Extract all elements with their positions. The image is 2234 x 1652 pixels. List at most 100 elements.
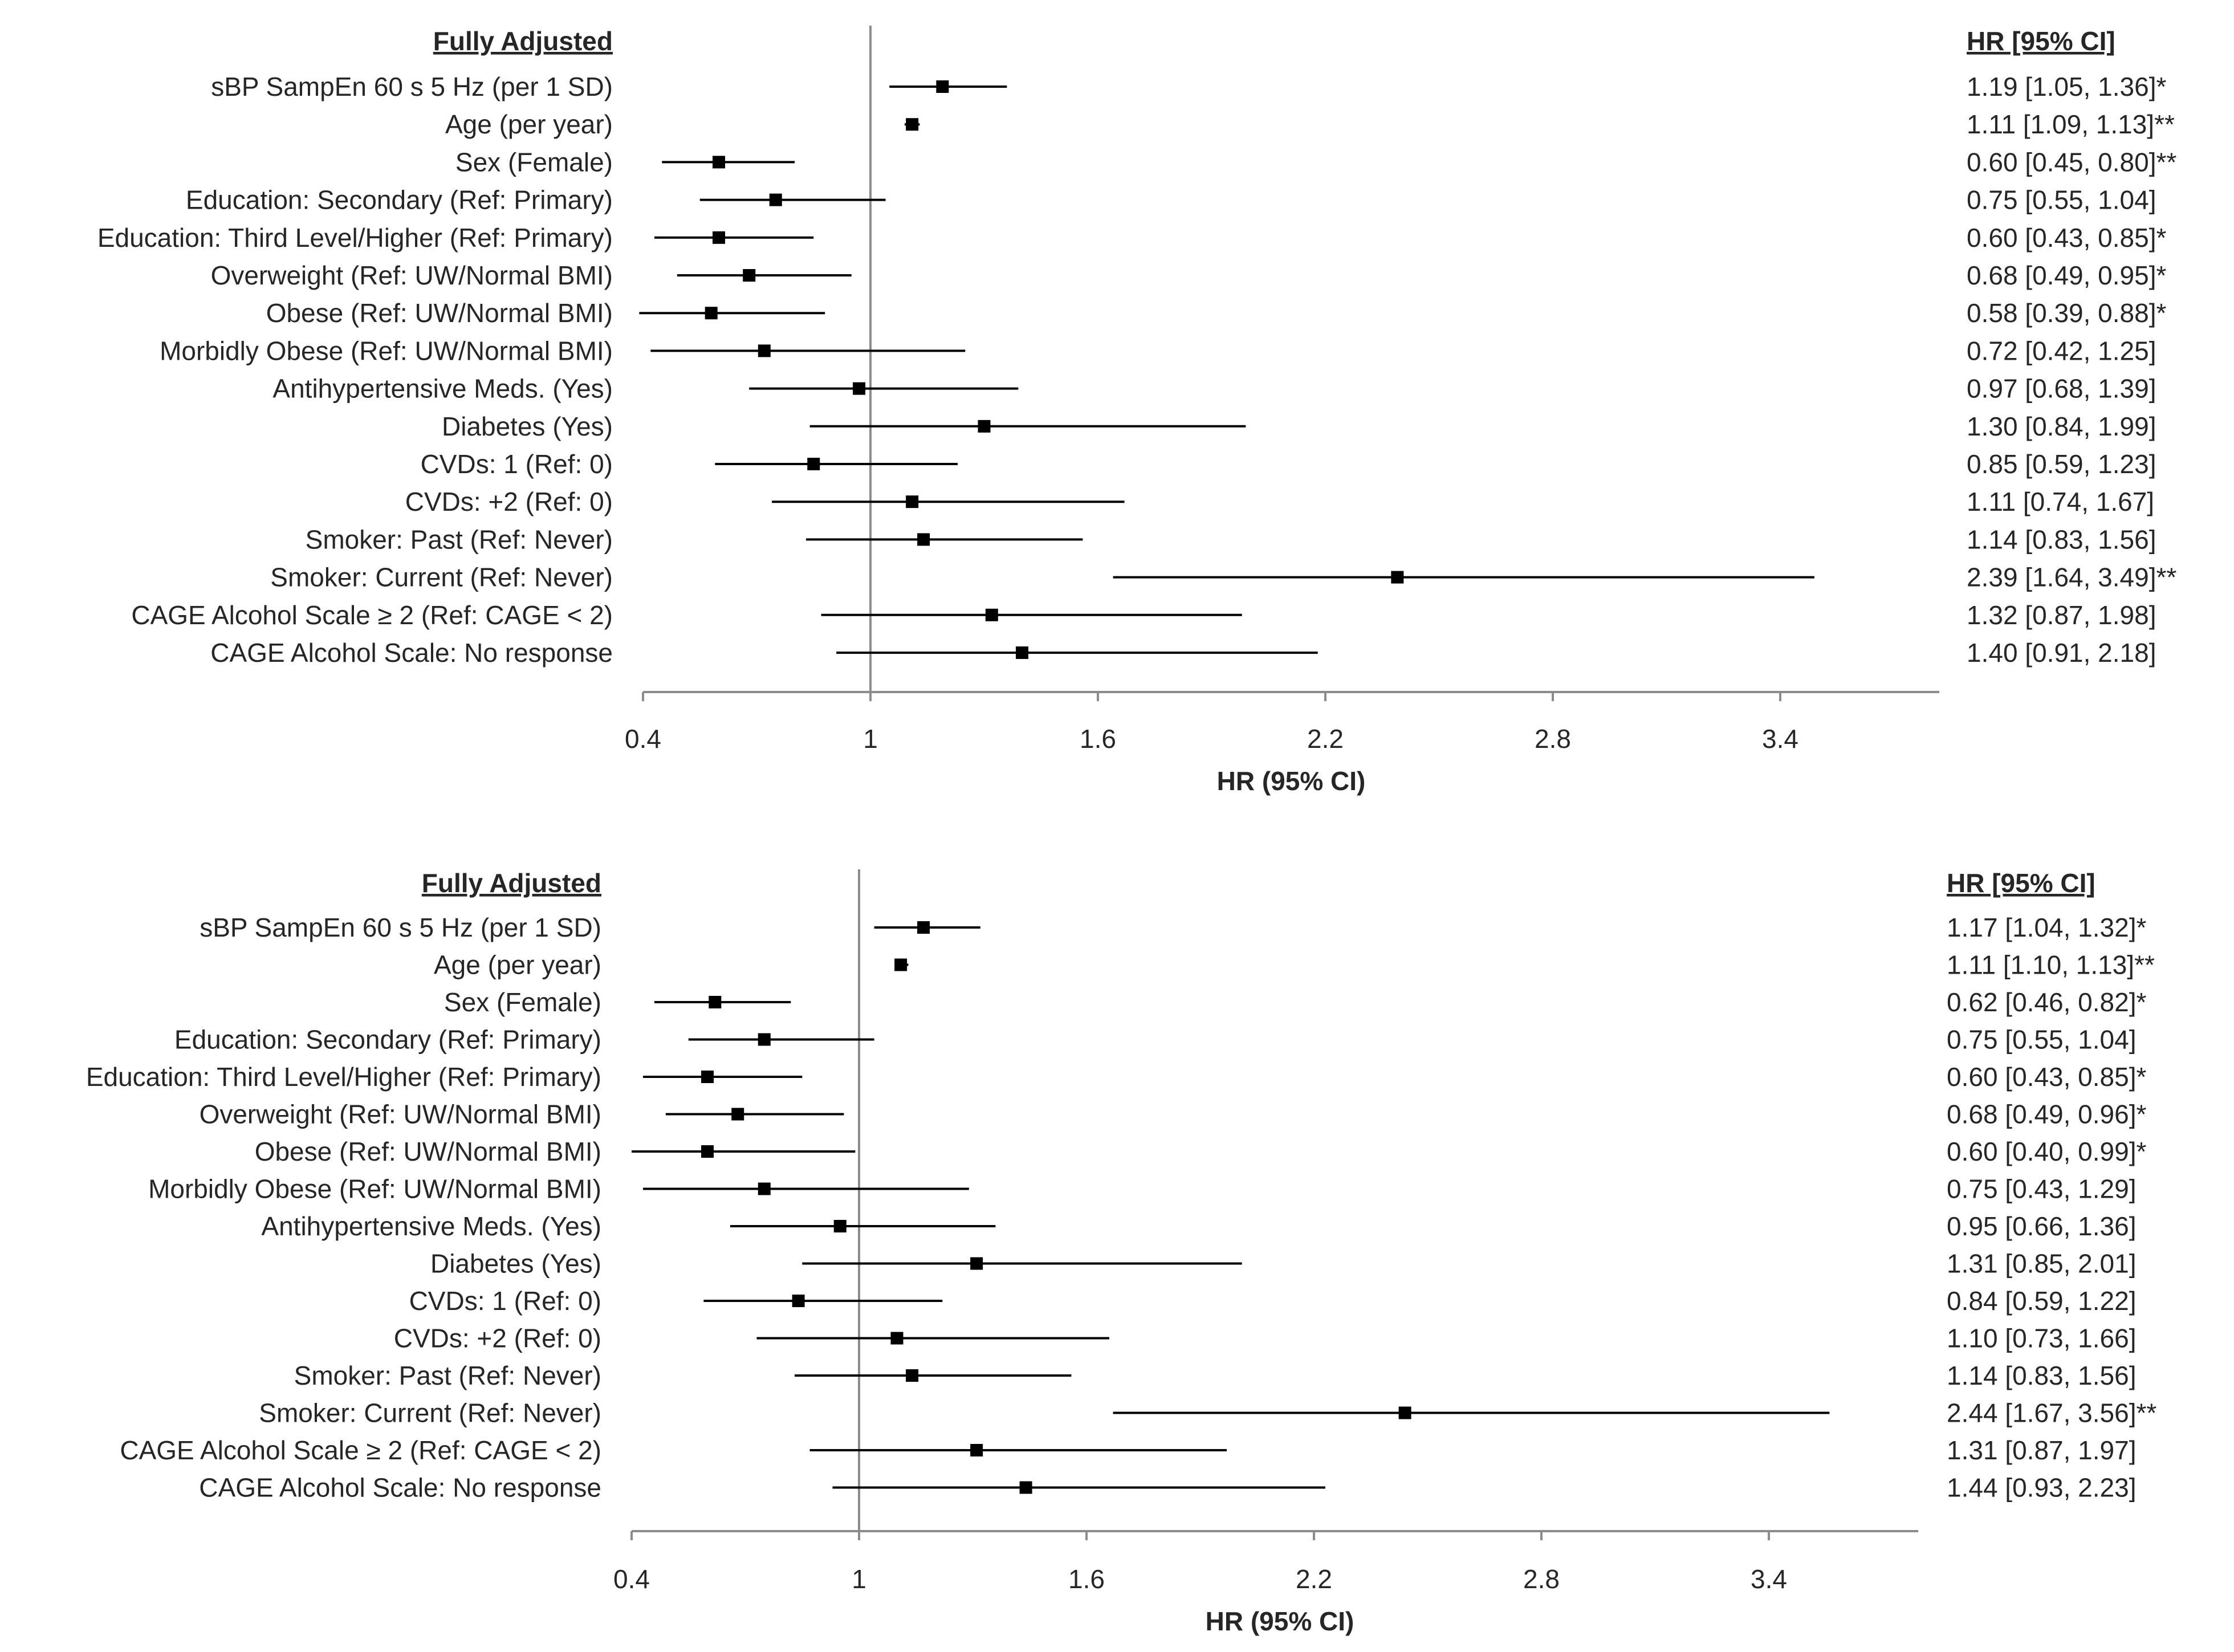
hr-point-marker bbox=[1398, 1406, 1411, 1419]
hr-point-marker bbox=[1391, 571, 1404, 584]
hr-point-marker bbox=[906, 118, 919, 131]
row-label: sBP SampEn 60 s 5 Hz (per 1 SD) bbox=[211, 72, 613, 101]
x-axis-title: HR (95% CI) bbox=[1217, 766, 1366, 796]
forest-panel-1: Fully Adjusted HR [95% CI] 0.4 1 1.6 2.2 2.8 3.… bbox=[97, 26, 2176, 796]
hr-ci-value: 1.10 [0.73, 1.66] bbox=[1947, 1324, 2137, 1353]
forest-row: Smoker: Past (Ref: Never) 1.14 [0.83, 1.5… bbox=[306, 524, 2156, 554]
hr-point-marker bbox=[713, 156, 725, 169]
row-label: CAGE Alcohol Scale ≥ 2 (Ref: CAGE < 2) bbox=[131, 600, 613, 630]
row-label: Sex (Female) bbox=[455, 147, 613, 177]
forest-row: Overweight (Ref: UW/Normal BMI) 0.68 [0.4… bbox=[211, 261, 2167, 290]
forest-row: CAGE Alcohol Scale ≥ 2 (Ref: CAGE < 2) 1.… bbox=[131, 600, 2156, 630]
hr-point-marker bbox=[758, 1182, 771, 1195]
hr-point-marker bbox=[906, 495, 919, 508]
hr-point-marker bbox=[769, 193, 782, 206]
forest-row: Smoker: Current (Ref: Never) 2.44 [1.67, … bbox=[259, 1398, 2156, 1428]
row-label: Education: Secondary (Ref: Primary) bbox=[186, 185, 613, 215]
forest-row: Morbidly Obese (Ref: UW/Normal BMI) 0.72 … bbox=[160, 336, 2156, 365]
forest-row: Sex (Female) 0.60 [0.45, 0.80]** bbox=[455, 147, 2176, 177]
hr-point-marker bbox=[917, 921, 930, 934]
forest-row: Obese (Ref: UW/Normal BMI) 0.58 [0.39, 0.… bbox=[266, 298, 2167, 328]
forest-row: Education: Secondary (Ref: Primary) 0.75 … bbox=[174, 1025, 2137, 1055]
forest-row: Education: Third Level/Higher (Ref: Prim… bbox=[86, 1062, 2147, 1092]
hr-ci-value: 2.39 [1.64, 3.49]** bbox=[1967, 563, 2176, 592]
hr-point-marker bbox=[894, 958, 908, 971]
forest-row: CVDs: 1 (Ref: 0) 0.85 [0.59, 1.23] bbox=[421, 449, 2156, 479]
forest-row: CAGE Alcohol Scale ≥ 2 (Ref: CAGE < 2) 1.… bbox=[120, 1435, 2136, 1465]
hr-point-marker bbox=[1016, 646, 1028, 659]
hr-point-marker bbox=[758, 1033, 771, 1046]
x-tick-label: 2.2 bbox=[1307, 724, 1344, 754]
row-label: Sex (Female) bbox=[444, 987, 601, 1017]
hr-ci-value: 0.60 [0.43, 0.85]* bbox=[1947, 1062, 2146, 1092]
forest-row: Obese (Ref: UW/Normal BMI) 0.60 [0.40, 0.… bbox=[255, 1137, 2147, 1166]
forest-row: Diabetes (Yes) 1.31 [0.85, 2.01] bbox=[430, 1249, 2137, 1279]
row-label: Diabetes (Yes) bbox=[430, 1249, 601, 1279]
row-label: Smoker: Current (Ref: Never) bbox=[270, 563, 613, 592]
forest-row: sBP SampEn 60 s 5 Hz (per 1 SD) 1.19 [1.0… bbox=[211, 72, 2166, 101]
value-header: HR [95% CI] bbox=[1967, 26, 2115, 56]
row-label: Overweight (Ref: UW/Normal BMI) bbox=[211, 261, 613, 290]
hr-point-marker bbox=[978, 420, 991, 433]
hr-ci-value: 0.75 [0.43, 1.29] bbox=[1947, 1174, 2137, 1204]
forest-row: Antihypertensive Meds. (Yes) 0.97 [0.68, … bbox=[272, 374, 2156, 404]
hr-point-marker bbox=[936, 80, 949, 93]
hr-ci-value: 0.97 [0.68, 1.39] bbox=[1967, 374, 2156, 404]
forest-row: Age (per year) 1.11 [1.10, 1.13]** bbox=[434, 950, 2155, 980]
hr-point-marker bbox=[713, 231, 725, 244]
x-tick-label: 1.6 bbox=[1080, 724, 1116, 754]
hr-ci-value: 1.40 [0.91, 2.18] bbox=[1967, 638, 2156, 668]
forest-row: Smoker: Current (Ref: Never) 2.39 [1.64, … bbox=[270, 563, 2176, 592]
forest-row: Sex (Female) 0.62 [0.46, 0.82]* bbox=[444, 987, 2147, 1017]
x-tick-label: 0.4 bbox=[625, 724, 661, 754]
hr-point-marker bbox=[985, 608, 998, 621]
row-label: CAGE Alcohol Scale: No response bbox=[199, 1473, 601, 1503]
row-label: Antihypertensive Meds. (Yes) bbox=[272, 374, 613, 404]
row-label: Diabetes (Yes) bbox=[442, 412, 613, 441]
row-label: CAGE Alcohol Scale ≥ 2 (Ref: CAGE < 2) bbox=[120, 1435, 601, 1465]
x-tick-label: 1.6 bbox=[1068, 1564, 1105, 1594]
forest-row: Education: Third Level/Higher (Ref: Prim… bbox=[97, 223, 2167, 253]
hr-ci-value: 1.11 [1.10, 1.13]** bbox=[1947, 950, 2155, 980]
row-label: sBP SampEn 60 s 5 Hz (per 1 SD) bbox=[200, 913, 601, 942]
row-label: Morbidly Obese (Ref: UW/Normal BMI) bbox=[148, 1174, 601, 1204]
row-label: CVDs: +2 (Ref: 0) bbox=[405, 487, 613, 516]
hr-ci-value: 1.32 [0.87, 1.98] bbox=[1967, 600, 2156, 630]
row-label: Antihypertensive Meds. (Yes) bbox=[261, 1211, 601, 1241]
forest-row: Antihypertensive Meds. (Yes) 0.95 [0.66, … bbox=[261, 1211, 2136, 1241]
hr-ci-value: 0.60 [0.40, 0.99]* bbox=[1947, 1137, 2146, 1166]
hr-ci-value: 1.14 [0.83, 1.56] bbox=[1967, 524, 2156, 554]
value-header: HR [95% CI] bbox=[1947, 868, 2095, 898]
hr-point-marker bbox=[701, 1071, 714, 1083]
x-tick-label: 1 bbox=[863, 724, 878, 754]
hr-point-marker bbox=[792, 1295, 805, 1307]
hr-ci-value: 0.68 [0.49, 0.95]* bbox=[1967, 261, 2166, 290]
row-label: Education: Third Level/Higher (Ref: Prim… bbox=[97, 223, 613, 253]
forest-panel-2: Fully Adjusted HR [95% CI] 0.4 1 1.6 2.2 2.8 3.… bbox=[86, 868, 2157, 1636]
hr-ci-value: 1.44 [0.93, 2.23] bbox=[1947, 1473, 2137, 1503]
forest-row: Age (per year) 1.11 [1.09, 1.13]** bbox=[445, 109, 2175, 139]
hr-point-marker bbox=[743, 269, 756, 282]
hr-ci-value: 0.58 [0.39, 0.88]* bbox=[1967, 298, 2166, 328]
hr-ci-value: 0.72 [0.42, 1.25] bbox=[1967, 336, 2156, 365]
hr-ci-value: 1.17 [1.04, 1.32]* bbox=[1947, 913, 2146, 942]
x-tick-label: 2.8 bbox=[1535, 724, 1571, 754]
row-label: CVDs: +2 (Ref: 0) bbox=[394, 1324, 601, 1353]
row-label: Morbidly Obese (Ref: UW/Normal BMI) bbox=[160, 336, 613, 365]
hr-point-marker bbox=[807, 458, 820, 470]
x-tick-label: 3.4 bbox=[1762, 724, 1798, 754]
hr-ci-value: 1.19 [1.05, 1.36]* bbox=[1967, 72, 2166, 101]
hr-ci-value: 0.95 [0.66, 1.36] bbox=[1947, 1211, 2137, 1241]
forest-row: sBP SampEn 60 s 5 Hz (per 1 SD) 1.17 [1.0… bbox=[200, 913, 2146, 942]
x-tick-label: 3.4 bbox=[1751, 1564, 1787, 1594]
hr-ci-value: 0.60 [0.45, 0.80]** bbox=[1967, 147, 2176, 177]
hr-point-marker bbox=[709, 996, 722, 1008]
row-label: Education: Secondary (Ref: Primary) bbox=[174, 1025, 601, 1055]
hr-ci-value: 0.68 [0.49, 0.96]* bbox=[1947, 1100, 2146, 1129]
hr-point-marker bbox=[1019, 1481, 1032, 1494]
hr-ci-value: 0.62 [0.46, 0.82]* bbox=[1947, 987, 2146, 1017]
row-label: Obese (Ref: UW/Normal BMI) bbox=[255, 1137, 601, 1166]
row-label: CVDs: 1 (Ref: 0) bbox=[409, 1286, 601, 1316]
hr-ci-value: 1.11 [1.09, 1.13]** bbox=[1967, 109, 2175, 139]
